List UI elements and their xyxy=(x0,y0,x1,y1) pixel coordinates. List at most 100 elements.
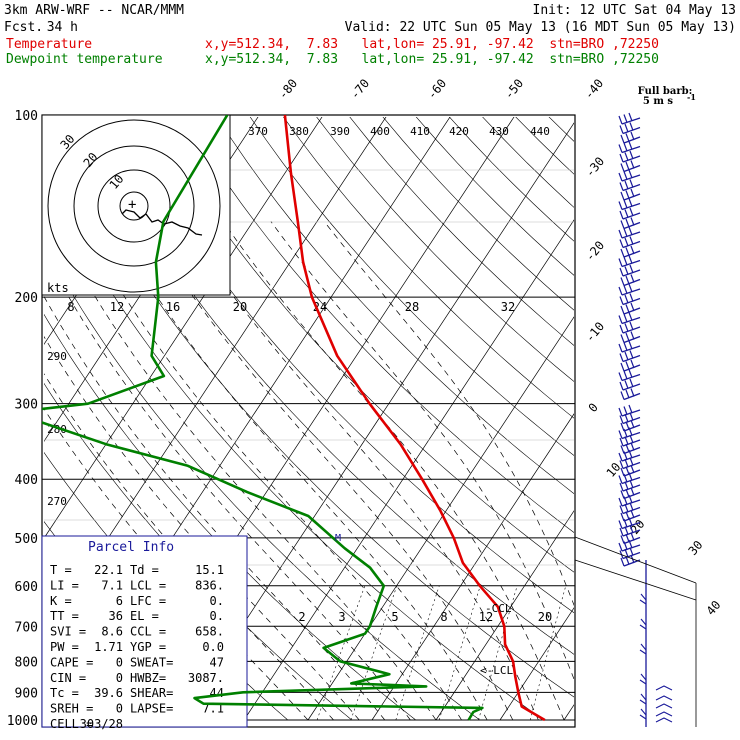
wind-barb xyxy=(619,207,641,220)
legend-dewpoint-info: x,y=512.34, 7.83 lat,lon= 25.91, -97.42 … xyxy=(205,52,659,67)
dry-adiabat-line xyxy=(44,173,544,721)
wind-barb xyxy=(620,464,641,477)
legend-dewpoint-name: Dewpoint temperature xyxy=(6,52,163,67)
wind-barb xyxy=(619,179,641,192)
isotherm-line xyxy=(307,316,574,721)
wind-barb xyxy=(619,293,641,306)
parcel-info-cell: 7.1 xyxy=(101,578,123,592)
lcl-marker: <-LCL xyxy=(480,664,513,677)
dry-adiabat-label: 400 xyxy=(370,125,390,138)
moist-adiabat-line xyxy=(52,221,437,721)
dry-adiabat-line xyxy=(83,117,574,655)
hodograph-ring-20 xyxy=(73,145,195,267)
wind-barb xyxy=(618,283,641,296)
wind-barb xyxy=(620,419,641,432)
wind-barbs xyxy=(574,112,697,727)
hodograph-ring-10 xyxy=(97,169,171,243)
wind-barb xyxy=(619,321,641,334)
low-mixing-ratio-label: 2 xyxy=(298,610,305,624)
low-mixing-ratio-label: 8 xyxy=(440,610,447,624)
pressure-tick-label: 100 xyxy=(15,109,38,124)
parcel-info-cell: 0 xyxy=(116,655,123,669)
mixing-ratio-label: 12 xyxy=(110,300,124,314)
mixing-ratio-line xyxy=(395,585,440,721)
dry-adiabat-label: 390 xyxy=(330,125,350,138)
isotherm-label: -60 xyxy=(425,76,450,102)
isotherm-label: -10 xyxy=(583,319,608,345)
isotherm-label: -70 xyxy=(348,76,373,102)
mixing-ratio-label: 16 xyxy=(166,300,180,314)
parcel-info-cell: SWEAT= xyxy=(130,655,173,669)
parcel-info-cell: 0 xyxy=(116,702,123,716)
isotherm-line xyxy=(44,117,323,539)
dry-adiabat-line xyxy=(415,117,574,276)
parcel-info-cell: LCL = xyxy=(130,578,166,592)
wind-barb xyxy=(620,532,641,545)
wind-barb xyxy=(619,236,641,249)
wind-barb xyxy=(620,245,641,258)
pressure-tick-label: 800 xyxy=(15,655,38,670)
isotherm-label: 30 xyxy=(686,538,706,558)
wind-barb xyxy=(620,131,641,144)
wind-barb xyxy=(619,502,641,515)
isotherm-label: -50 xyxy=(502,76,527,102)
barb-legend-unit: 5 m s xyxy=(643,96,674,107)
wind-barb xyxy=(618,226,641,239)
wind-barb xyxy=(618,312,641,325)
hodograph-units: kts xyxy=(47,281,69,295)
parcel-info-cell: 1.71 xyxy=(94,640,123,654)
wind-barb xyxy=(618,539,641,552)
wind-barb xyxy=(619,434,641,447)
dry-adiabat-line xyxy=(249,117,574,456)
moist-adiabat-line xyxy=(270,221,574,681)
parcel-info-cell: Td = xyxy=(130,563,159,577)
isotherm-line xyxy=(628,115,740,720)
parcel-info-cell: 836. xyxy=(195,578,224,592)
dry-adiabat-line xyxy=(283,117,574,419)
pressure-tick-label: 400 xyxy=(15,473,38,488)
parcel-info-cell: SVI = xyxy=(50,625,86,639)
wind-barb xyxy=(620,302,641,315)
isotherm-label: -40 xyxy=(582,76,607,102)
pressure-tick-label: 300 xyxy=(15,398,38,413)
isotherm-line xyxy=(243,219,574,721)
wind-barb xyxy=(619,479,641,492)
dewpoint-trace xyxy=(42,115,484,721)
sounding-traces xyxy=(42,115,546,722)
isotherm-line xyxy=(692,115,740,720)
moist-adiabat-line xyxy=(143,221,514,721)
dry-adiabat-line xyxy=(117,117,574,614)
wind-barb xyxy=(639,673,647,685)
pressure-tick-label: 600 xyxy=(15,580,38,595)
parcel-info-cell: PW = xyxy=(50,640,79,654)
pressure-tick-label: 1000 xyxy=(7,714,38,729)
wind-barb xyxy=(620,217,641,230)
isotherm-label: -80 xyxy=(276,76,301,102)
dry-adiabat-label: 290 xyxy=(47,350,67,363)
dry-adiabat-line xyxy=(316,117,574,382)
moist-adiabat-line xyxy=(223,221,565,721)
wind-barb xyxy=(619,150,641,163)
wind-barb xyxy=(639,708,647,720)
freezing-level-marker: M xyxy=(335,533,341,544)
wind-barb xyxy=(618,340,641,353)
wind-barb xyxy=(620,388,641,401)
parcel-info-cell: 0.0 xyxy=(202,640,224,654)
parcel-info-cell: 36 xyxy=(109,609,123,623)
mixing-ratio-label: 20 xyxy=(233,300,247,314)
wind-barb xyxy=(619,378,641,391)
hodograph-trace xyxy=(121,209,203,236)
parcel-info-cell: CELL = xyxy=(50,717,93,731)
parcel-info-cell: LFC = xyxy=(130,594,166,608)
mixing-ratio-label: 8 xyxy=(67,300,74,314)
wind-barb xyxy=(620,359,641,372)
wind-barb xyxy=(618,141,641,154)
temperature-trace xyxy=(283,115,546,722)
wind-barb xyxy=(618,404,641,417)
wind-barb xyxy=(655,711,673,717)
forecast-hours: 34 h xyxy=(47,20,78,35)
mixing-ratio-line xyxy=(529,585,567,721)
dry-adiabat-line xyxy=(183,117,574,533)
isotherm-label: 40 xyxy=(704,598,724,618)
